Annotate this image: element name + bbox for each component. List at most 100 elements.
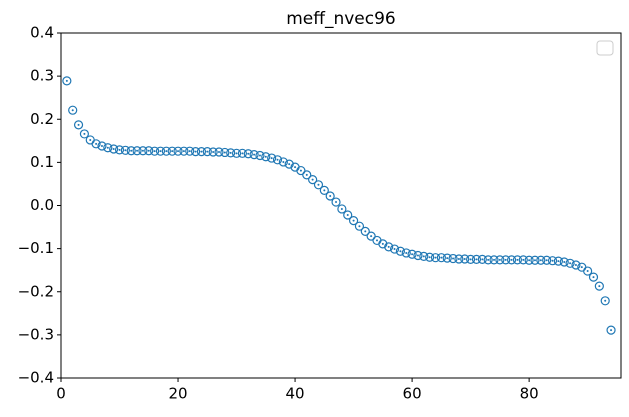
marker-ring <box>559 257 569 267</box>
marker-dot <box>580 266 583 269</box>
marker-dot <box>457 257 460 260</box>
point <box>144 146 154 156</box>
marker-dot <box>539 259 542 262</box>
y-tick-label: −0.3 <box>18 325 54 343</box>
point <box>501 255 511 265</box>
marker-dot <box>469 258 472 261</box>
marker-dot <box>288 163 291 166</box>
marker-ring <box>214 147 224 157</box>
marker-dot <box>106 146 109 149</box>
marker-ring <box>308 175 318 185</box>
marker-dot <box>569 262 572 265</box>
marker-ring <box>524 255 534 265</box>
marker-ring <box>600 296 610 306</box>
point <box>489 255 499 265</box>
point <box>553 256 563 266</box>
marker-ring <box>495 255 505 265</box>
marker-dot <box>311 178 314 181</box>
marker-dot <box>141 149 144 152</box>
point <box>547 256 558 266</box>
x-tick-label: 60 <box>403 385 422 403</box>
point <box>132 146 142 156</box>
marker-ring <box>407 249 417 259</box>
marker-ring <box>255 150 265 161</box>
marker-ring <box>190 146 201 157</box>
point <box>588 272 599 282</box>
marker-ring <box>489 255 499 265</box>
marker-dot <box>346 213 349 216</box>
marker-dot <box>452 257 455 260</box>
marker-dot <box>241 152 244 155</box>
marker-dot <box>317 183 320 186</box>
point <box>360 226 370 236</box>
marker-ring <box>202 146 212 157</box>
y-tick-label: 0.3 <box>30 67 54 85</box>
y-tick-label: 0.4 <box>30 24 54 42</box>
marker-ring <box>571 260 581 270</box>
marker-ring <box>62 76 72 86</box>
marker-dot <box>124 149 127 152</box>
marker-ring <box>395 246 405 256</box>
x-tick-label: 20 <box>168 385 187 403</box>
marker-ring <box>430 253 441 263</box>
point <box>536 255 546 265</box>
x-tick-label: 40 <box>286 385 305 403</box>
marker-dot <box>194 150 197 153</box>
point <box>243 149 253 159</box>
point <box>401 248 411 258</box>
marker-ring <box>360 226 370 236</box>
point <box>249 150 259 160</box>
marker-ring <box>542 255 552 265</box>
marker-dot <box>557 260 560 263</box>
point <box>430 253 441 263</box>
marker-dot <box>282 160 285 163</box>
marker-dot <box>504 258 507 261</box>
point <box>138 146 148 156</box>
marker-dot <box>276 158 279 161</box>
marker-dot <box>440 256 443 259</box>
marker-dot <box>493 258 496 261</box>
marker-dot <box>434 256 437 259</box>
point <box>97 141 107 151</box>
point <box>542 255 552 265</box>
marker-dot <box>323 189 326 192</box>
marker-ring <box>237 148 248 158</box>
marker-dot <box>235 152 238 155</box>
point <box>425 252 435 262</box>
point <box>354 221 365 231</box>
marker-ring <box>91 139 101 149</box>
marker-dot <box>71 109 74 112</box>
x-tick-label: 80 <box>520 385 539 403</box>
marker-dot <box>592 276 595 279</box>
point <box>296 165 306 176</box>
point <box>103 143 113 153</box>
marker-ring <box>343 210 353 220</box>
point <box>477 254 487 265</box>
marker-dot <box>574 264 577 267</box>
marker-dot <box>83 132 86 135</box>
marker-ring <box>530 255 540 265</box>
marker-dot <box>610 329 613 332</box>
marker-dot <box>428 256 431 259</box>
marker-ring <box>173 146 183 156</box>
marker-dot <box>206 150 209 153</box>
marker-dot <box>510 258 513 261</box>
y-tick-label: 0.2 <box>30 110 54 128</box>
marker-dot <box>153 150 156 153</box>
marker-dot <box>200 150 203 153</box>
point <box>325 191 335 201</box>
marker-dot <box>598 285 601 288</box>
marker-ring <box>196 146 207 157</box>
marker-ring <box>594 281 604 291</box>
point <box>395 246 405 256</box>
marker-ring <box>401 248 411 258</box>
point <box>436 253 446 263</box>
point <box>606 325 616 335</box>
point <box>185 146 195 156</box>
marker-dot <box>528 259 531 262</box>
point <box>255 150 265 161</box>
marker-dot <box>411 253 414 256</box>
marker-ring <box>249 150 259 160</box>
marker-ring <box>243 149 253 159</box>
marker-dot <box>533 259 536 262</box>
